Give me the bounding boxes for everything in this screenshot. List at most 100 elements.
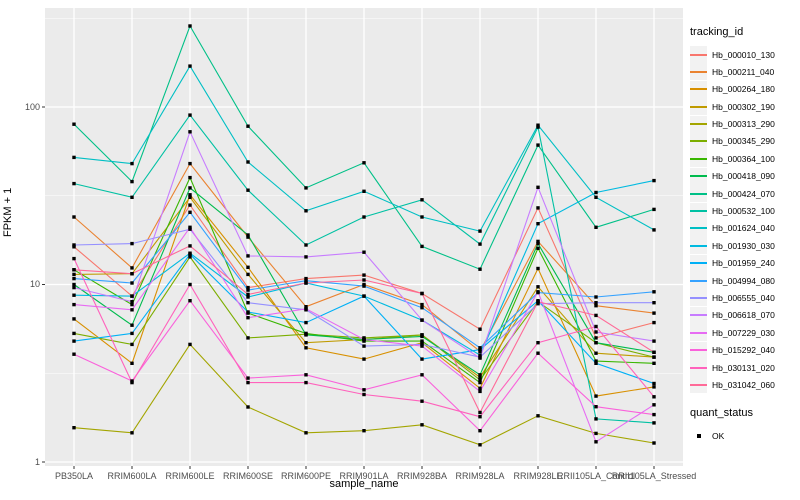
legend-label: Hb_000302_190 [712, 101, 775, 112]
data-point [188, 255, 192, 259]
data-point [420, 291, 424, 296]
data-point [130, 431, 134, 435]
legend-key-line-swatch [690, 272, 707, 290]
data-point [652, 395, 656, 399]
data-point [72, 245, 76, 249]
y-tick-label: 100 [24, 101, 40, 112]
data-point [420, 339, 424, 343]
data-point [130, 266, 134, 270]
data-point [594, 417, 598, 421]
legend-item: Hb_000418_090 [690, 167, 800, 185]
legend-line-sample [690, 314, 707, 317]
data-point [536, 351, 540, 355]
legend-line-sample [690, 262, 707, 265]
data-point [478, 373, 482, 377]
quant-legend-key [690, 427, 707, 444]
legend-key-line-swatch [690, 63, 707, 81]
x-tick-label: RRIM928BA [396, 471, 448, 481]
legend-line-sample [690, 175, 707, 178]
legend-label: Hb_001930_030 [712, 240, 775, 251]
data-point [188, 24, 192, 28]
data-point [478, 415, 482, 419]
legend-item: Hb_031042_060 [690, 376, 800, 394]
data-point [246, 310, 250, 314]
data-point [130, 179, 134, 184]
data-point [420, 302, 424, 307]
data-point [72, 272, 76, 277]
data-point [304, 341, 308, 345]
data-point [188, 244, 192, 248]
data-point [72, 339, 76, 343]
data-point [652, 385, 656, 389]
legend-label: Hb_000264_180 [712, 84, 775, 95]
data-point [246, 336, 250, 340]
data-point [188, 252, 192, 256]
data-point [594, 190, 598, 195]
data-point [594, 304, 598, 308]
legend-title-tracking-id: tracking_id [690, 26, 744, 38]
data-point [72, 293, 76, 297]
data-point [478, 229, 482, 233]
legend-line-sample [690, 331, 707, 334]
legend-title-quant-status: quant_status [690, 407, 753, 420]
data-point [188, 299, 192, 303]
data-point [188, 227, 192, 231]
data-point [304, 255, 308, 259]
x-tick-label: RRII105LA_Control [556, 471, 636, 481]
legend-line-sample [690, 53, 707, 56]
legend-item: Hb_000345_290 [690, 132, 800, 150]
data-point [652, 412, 656, 417]
legend-line-sample [690, 157, 707, 160]
quant-status-legend: quant_status OK [690, 407, 800, 444]
data-point [304, 305, 308, 309]
legend-label: Hb_000418_090 [712, 171, 775, 182]
legend-line-sample [690, 366, 707, 369]
x-tick-label: RRIM928LA [455, 471, 505, 481]
data-point [188, 161, 192, 166]
data-point [594, 295, 598, 299]
legend-item: Hb_000313_290 [690, 115, 800, 133]
legend-key-line-swatch [690, 167, 707, 185]
legend-item: Hb_000264_180 [690, 80, 800, 98]
legend-label: Hb_006618_070 [712, 310, 775, 321]
x-tick-label: RRIM600LA [107, 471, 157, 481]
legend-item: Hb_001959_240 [690, 254, 800, 272]
data-point [188, 193, 192, 197]
legend-item: Hb_006618_070 [690, 306, 800, 324]
data-point [362, 294, 366, 298]
legend-item: Hb_000010_130 [690, 46, 800, 63]
data-point [246, 380, 250, 385]
data-point [130, 300, 134, 304]
data-point [362, 357, 366, 361]
legend-label: Hb_000010_130 [712, 49, 775, 60]
data-point [420, 357, 424, 361]
x-tick-label: RRIM928LE [513, 471, 563, 481]
data-point [536, 266, 540, 271]
data-point [478, 386, 482, 390]
data-point [420, 244, 424, 249]
data-point [130, 308, 134, 312]
data-point [304, 279, 308, 283]
data-point [478, 389, 482, 394]
legend-label: Hb_000424_070 [712, 188, 775, 199]
data-point [362, 250, 366, 254]
data-point [478, 353, 482, 357]
data-point [594, 405, 598, 409]
data-point [478, 443, 482, 447]
data-point [652, 403, 656, 407]
data-point [594, 351, 598, 355]
data-point [188, 282, 192, 287]
data-point [362, 284, 366, 288]
data-point [246, 292, 250, 297]
data-point [130, 294, 134, 298]
legend-items: Hb_000010_130 Hb_000211_040 Hb_000264_180 H… [690, 46, 800, 394]
legend-label: Hb_000532_100 [712, 206, 775, 217]
y-tick-label: 10 [29, 279, 40, 289]
x-tick-label: RRIM901LA [339, 471, 389, 481]
data-point [536, 206, 540, 210]
legend-key-line-swatch [690, 150, 707, 168]
legend-line-sample [690, 279, 707, 282]
legend-label: Hb_031042_060 [712, 379, 775, 390]
x-tick-label: RRII105LA_Stressed [611, 471, 697, 481]
legend-line-sample [690, 88, 707, 91]
